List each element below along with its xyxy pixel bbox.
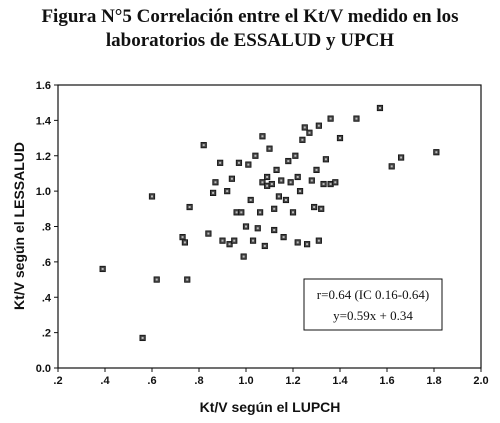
data-point-center: [329, 183, 332, 186]
data-point-center: [254, 154, 257, 157]
y-tick-label: 1.6: [36, 80, 51, 92]
data-point-center: [228, 243, 231, 246]
x-tick-label: 1.2: [285, 375, 300, 387]
data-point-center: [299, 190, 302, 193]
data-point-center: [221, 239, 224, 242]
data-point-center: [284, 198, 287, 201]
data-point-center: [280, 179, 283, 182]
y-tick-label: 1.2: [36, 151, 51, 163]
x-tick-label: 1.8: [426, 375, 441, 387]
data-point-center: [233, 239, 236, 242]
data-point-center: [266, 175, 269, 178]
data-point-center: [292, 211, 294, 214]
chart-title-line-1: Figura N°5 Correlación entre el Kt/V med…: [41, 6, 459, 27]
data-point-center: [212, 191, 215, 194]
data-point-center: [317, 124, 320, 127]
data-point-center: [435, 151, 438, 154]
data-point-center: [296, 241, 299, 244]
x-tick-label: 1.6: [379, 375, 394, 387]
data-point-center: [322, 183, 325, 186]
y-tick-label: 0.0: [36, 363, 51, 375]
data-point-center: [301, 138, 304, 141]
data-point-center: [329, 117, 332, 120]
data-point-center: [214, 181, 217, 184]
data-point-center: [270, 183, 273, 186]
data-point-center: [273, 229, 276, 232]
x-tick-label: 1.0: [238, 375, 253, 387]
data-point-center: [247, 163, 250, 166]
data-point-center: [259, 211, 262, 214]
data-point-center: [296, 175, 299, 178]
data-point-center: [151, 195, 153, 198]
data-point-center: [282, 236, 285, 239]
data-point-center: [188, 206, 191, 209]
data-point-center: [202, 144, 205, 147]
data-point-center: [287, 160, 290, 163]
data-point-center: [155, 278, 158, 281]
data-point-center: [294, 154, 297, 157]
data-point-center: [313, 206, 316, 209]
data-point-center: [324, 158, 327, 161]
data-point-center: [245, 225, 247, 228]
data-point-center: [263, 244, 266, 247]
x-tick-label: 2.0: [473, 375, 488, 387]
data-point-center: [183, 241, 186, 244]
data-point-center: [400, 156, 403, 159]
data-point-center: [252, 239, 255, 242]
data-point-center: [101, 267, 104, 270]
data-point-center: [141, 336, 144, 339]
y-tick-label: 1.0: [36, 186, 51, 198]
data-point-center: [266, 184, 269, 187]
data-point-center: [261, 181, 264, 184]
correlation-annotation: r=0.64 (IC 0.16-0.64): [317, 287, 429, 302]
data-point-center: [334, 181, 337, 184]
data-point-center: [277, 195, 280, 198]
data-point-center: [240, 211, 243, 214]
y-axis-label: Kt/V según el LESSALUD: [11, 142, 27, 310]
data-point-center: [275, 168, 278, 171]
data-point-center: [306, 243, 309, 246]
data-point-center: [186, 278, 189, 281]
data-point-center: [261, 135, 264, 138]
y-tick-label: .6: [42, 257, 51, 269]
data-point-center: [317, 239, 320, 242]
x-tick-label: .2: [53, 375, 62, 387]
data-point-center: [235, 211, 238, 214]
chart-title-line-2: laboratorios de ESSALUD y UPCH: [105, 30, 395, 51]
data-point-center: [339, 137, 341, 140]
data-point-center: [268, 147, 271, 150]
data-point-center: [230, 177, 233, 180]
regression-equation-annotation: y=0.59x + 0.34: [333, 308, 413, 323]
y-tick-label: .8: [42, 222, 51, 234]
regression-annotation-box: [303, 278, 443, 331]
data-point-center: [219, 161, 222, 164]
data-point-center: [207, 232, 210, 235]
data-point-center: [273, 207, 276, 210]
data-point-center: [242, 255, 245, 258]
x-tick-label: 1.4: [332, 375, 348, 387]
data-point-center: [226, 190, 229, 193]
y-tick-label: .2: [42, 328, 51, 340]
data-point-center: [289, 181, 292, 184]
data-point-center: [303, 126, 306, 129]
data-point-center: [249, 198, 252, 201]
y-tick-label: 1.4: [36, 115, 52, 127]
data-point-center: [256, 227, 259, 230]
data-point-center: [308, 131, 311, 134]
y-tick-label: .4: [42, 292, 52, 304]
data-point-center: [181, 236, 184, 239]
data-point-center: [320, 207, 323, 210]
x-axis-label: Kt/V según el LUPCH: [200, 399, 341, 415]
data-point-center: [355, 117, 358, 120]
data-point-center: [315, 168, 318, 171]
x-tick-label: .8: [194, 375, 203, 387]
x-tick-label: .6: [147, 375, 156, 387]
data-point-center: [378, 106, 381, 109]
x-tick-label: .4: [100, 375, 110, 387]
data-point-center: [390, 165, 393, 168]
data-point-center: [310, 179, 313, 182]
data-point-center: [237, 161, 240, 164]
